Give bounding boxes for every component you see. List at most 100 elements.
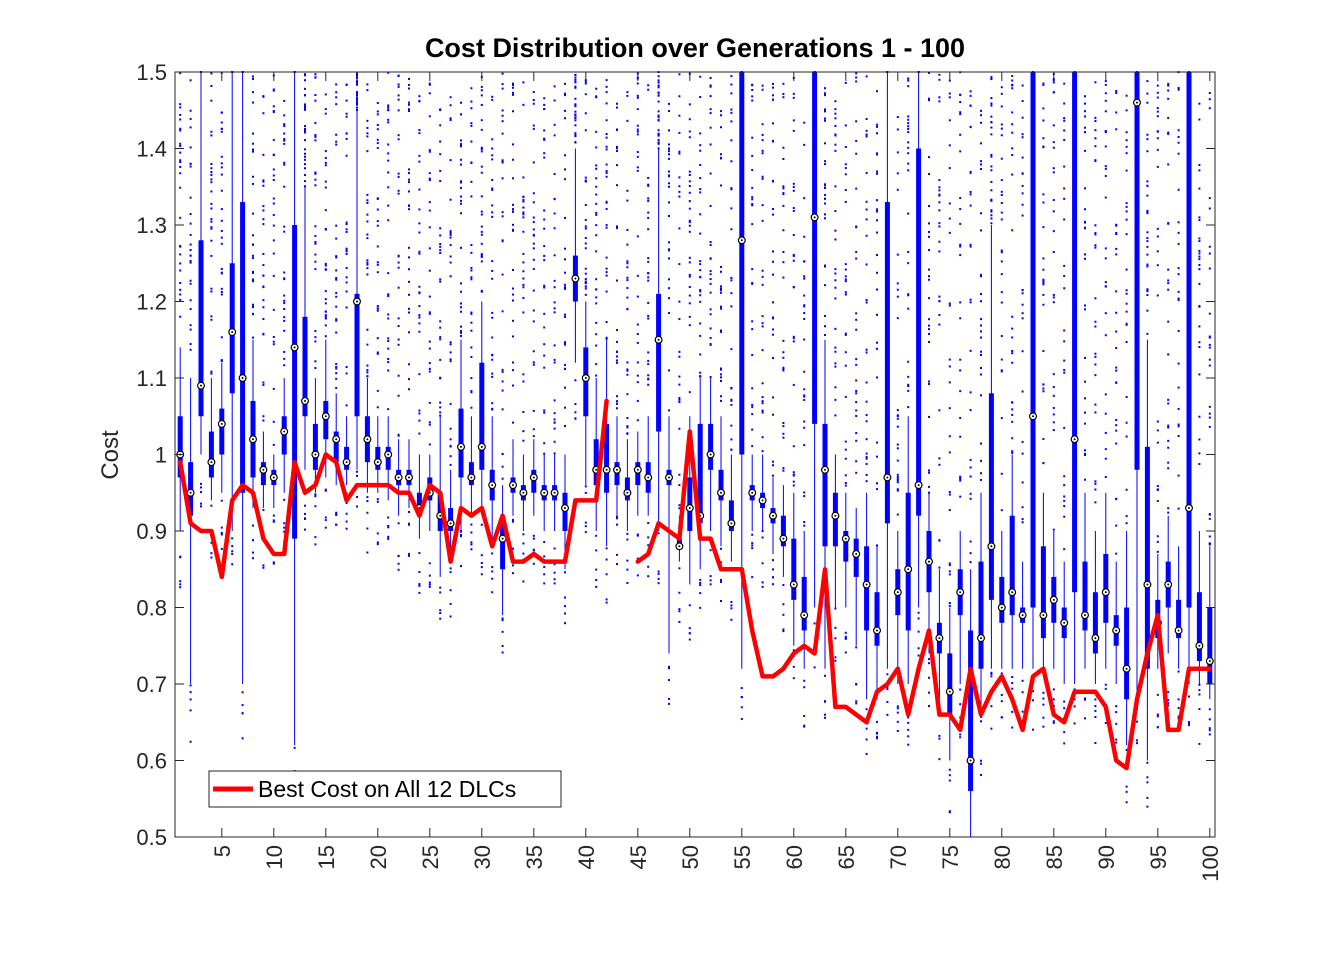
outlier-point [1167, 116, 1170, 119]
outlier-point [408, 378, 410, 381]
outlier-point [1011, 350, 1014, 353]
outlier-point [1156, 713, 1159, 716]
outlier-point [512, 421, 514, 424]
outlier-point [896, 729, 899, 732]
outlier-point [824, 197, 826, 200]
outlier-point [1146, 781, 1149, 784]
outlier-point [1208, 727, 1211, 730]
median-dot [1052, 598, 1055, 601]
outlier-point [1104, 475, 1107, 478]
outlier-point [709, 579, 712, 582]
outlier-point [272, 224, 275, 227]
outlier-point [1198, 693, 1201, 696]
outlier-point [917, 611, 920, 614]
outlier-point [709, 204, 712, 207]
outlier-point [990, 217, 993, 220]
outlier-point [792, 335, 795, 338]
outlier-point [574, 85, 577, 88]
outlier-point [501, 160, 504, 163]
outlier-point [512, 93, 514, 96]
outlier-point [304, 148, 306, 151]
outlier-point [584, 112, 587, 115]
outlier-point [730, 207, 733, 210]
outlier-point [1042, 82, 1045, 85]
outlier-point [1177, 329, 1180, 332]
outlier-point [220, 236, 223, 239]
outlier-point [262, 218, 265, 221]
outlier-point [803, 275, 806, 278]
outlier-point [283, 139, 286, 142]
x-tick-label: 100 [1198, 845, 1223, 882]
outlier-point [709, 241, 712, 244]
outlier-point [657, 582, 660, 585]
outlier-point [283, 316, 286, 319]
median-dot [772, 514, 774, 517]
outlier-point [657, 91, 660, 94]
outlier-point [803, 686, 806, 689]
outlier-point [283, 114, 286, 117]
outlier-point [220, 229, 223, 232]
outlier-point [834, 210, 837, 213]
outlier-point [896, 288, 899, 291]
outlier-point [948, 302, 951, 305]
outlier-point [1094, 232, 1097, 235]
outlier-point [460, 180, 462, 183]
outlier-point [1094, 705, 1097, 708]
outlier-point [626, 266, 629, 269]
outlier-point [855, 409, 858, 412]
outlier-point [428, 311, 431, 314]
outlier-point [626, 262, 629, 265]
outlier-point [688, 136, 691, 139]
outlier-point [1042, 390, 1045, 393]
outlier-point [980, 318, 982, 321]
median-dot [896, 591, 899, 594]
outlier-point [730, 276, 733, 279]
box [177, 416, 183, 478]
outlier-point [647, 383, 650, 386]
outlier-point [1198, 305, 1201, 308]
outlier-point [1156, 488, 1159, 491]
outlier-point [959, 254, 962, 257]
median-dot [470, 476, 473, 479]
outlier-point [428, 423, 431, 426]
outlier-point [1094, 137, 1097, 140]
outlier-point [959, 478, 962, 481]
outlier-point [1042, 283, 1045, 286]
outlier-point [210, 556, 213, 559]
outlier-point [678, 355, 681, 358]
outlier-point [959, 476, 962, 479]
outlier-point [928, 704, 930, 707]
median-dot [553, 491, 556, 494]
outlier-point [740, 717, 743, 720]
outlier-point [948, 451, 951, 454]
outlier-point [480, 566, 483, 569]
outlier-point [408, 190, 410, 193]
outlier-point [1063, 264, 1066, 267]
outlier-point [387, 108, 390, 111]
outlier-point [356, 74, 358, 77]
outlier-point [470, 531, 473, 534]
outlier-point [980, 121, 982, 124]
outlier-point [699, 269, 702, 272]
outlier-point [688, 173, 691, 176]
outlier-point [324, 228, 327, 231]
outlier-point [439, 591, 442, 594]
outlier-point [636, 124, 639, 127]
outlier-point [189, 109, 192, 112]
outlier-point [709, 112, 712, 115]
outlier-point [1063, 742, 1066, 745]
outlier-point [751, 196, 754, 199]
outlier-point [574, 78, 577, 81]
outlier-point [335, 277, 338, 280]
outlier-point [314, 493, 317, 496]
outlier-point [709, 313, 712, 316]
outlier-point [574, 403, 577, 406]
outlier-point [990, 198, 993, 201]
outlier-point [1011, 687, 1014, 690]
outlier-point [210, 372, 213, 375]
outlier-point [532, 361, 535, 364]
outlier-point [616, 350, 618, 353]
outlier-point [1104, 145, 1107, 148]
outlier-point [314, 172, 317, 175]
outlier-point [345, 154, 348, 157]
